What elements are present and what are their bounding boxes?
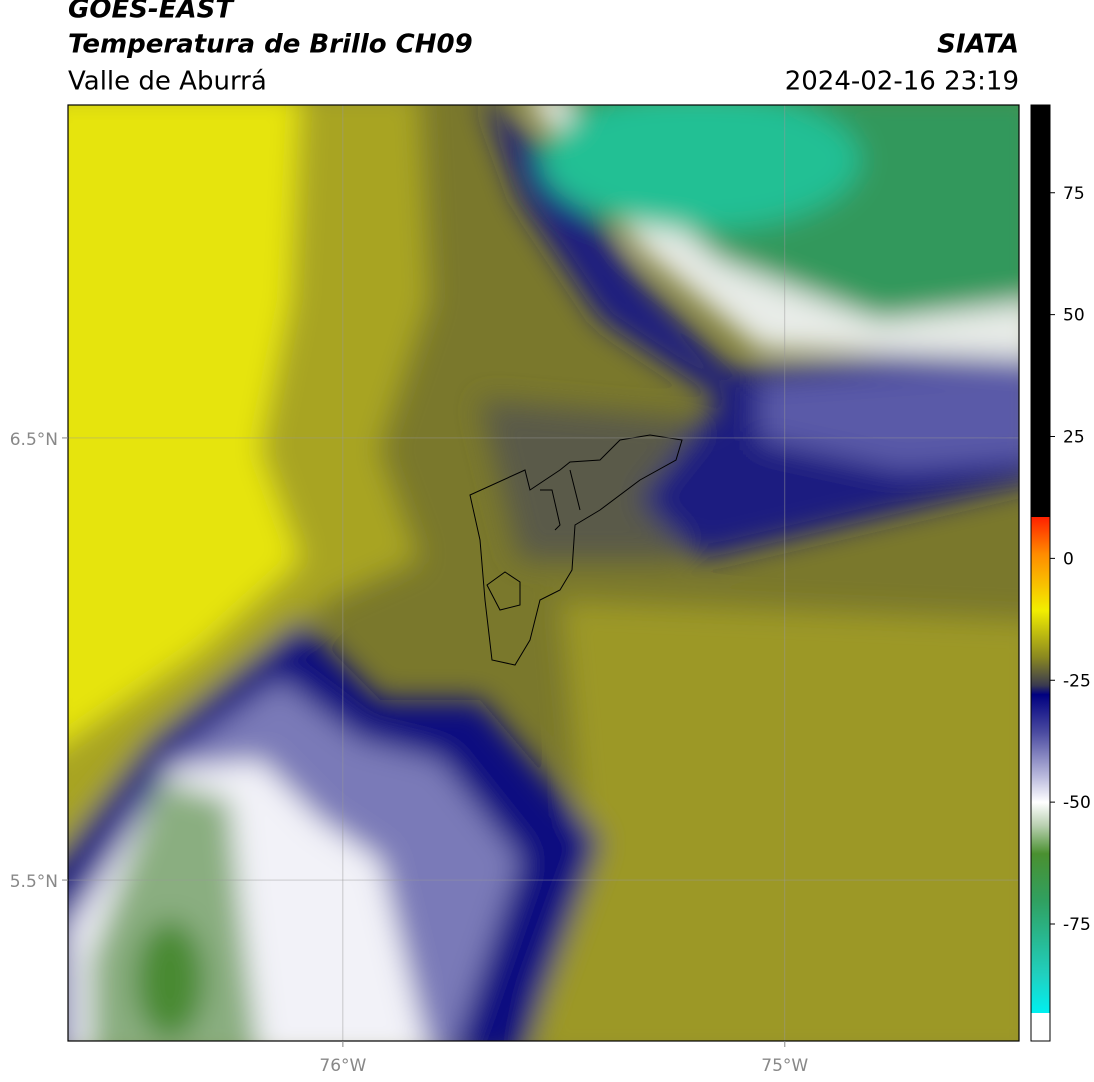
lat-tick-label: 5.5°N (10, 872, 58, 892)
colorbar-tick-label: 75 (1063, 184, 1085, 204)
colorbar (1030, 104, 1051, 1042)
subtitle: Temperatura de Brillo CH09 (68, 30, 473, 60)
lat-tick-label: 6.5°N (10, 430, 58, 450)
region: Valle de Aburrá (68, 67, 267, 97)
colorbar-tick-label: -25 (1063, 671, 1091, 691)
colorbar-tick-label: -75 (1063, 915, 1091, 935)
colorbar-tick-label: 0 (1063, 549, 1074, 569)
graticule (68, 105, 1019, 1041)
lon-tick-label: 76°W (319, 1056, 366, 1076)
colorbar-tick-label: 25 (1063, 428, 1085, 448)
map-frame (67, 104, 1020, 1042)
datetime: 2024-02-16 23:19 (785, 67, 1019, 97)
lon-tick-label: 75°W (761, 1056, 808, 1076)
municipal-boundaries (469, 434, 683, 666)
colorbar-tick-label: 50 (1063, 306, 1085, 326)
brightness-field (68, 105, 1019, 1041)
title: GOES-EAST (68, 0, 235, 25)
colorbar-tick-label: -50 (1063, 793, 1091, 813)
source: SIATA (937, 30, 1019, 60)
